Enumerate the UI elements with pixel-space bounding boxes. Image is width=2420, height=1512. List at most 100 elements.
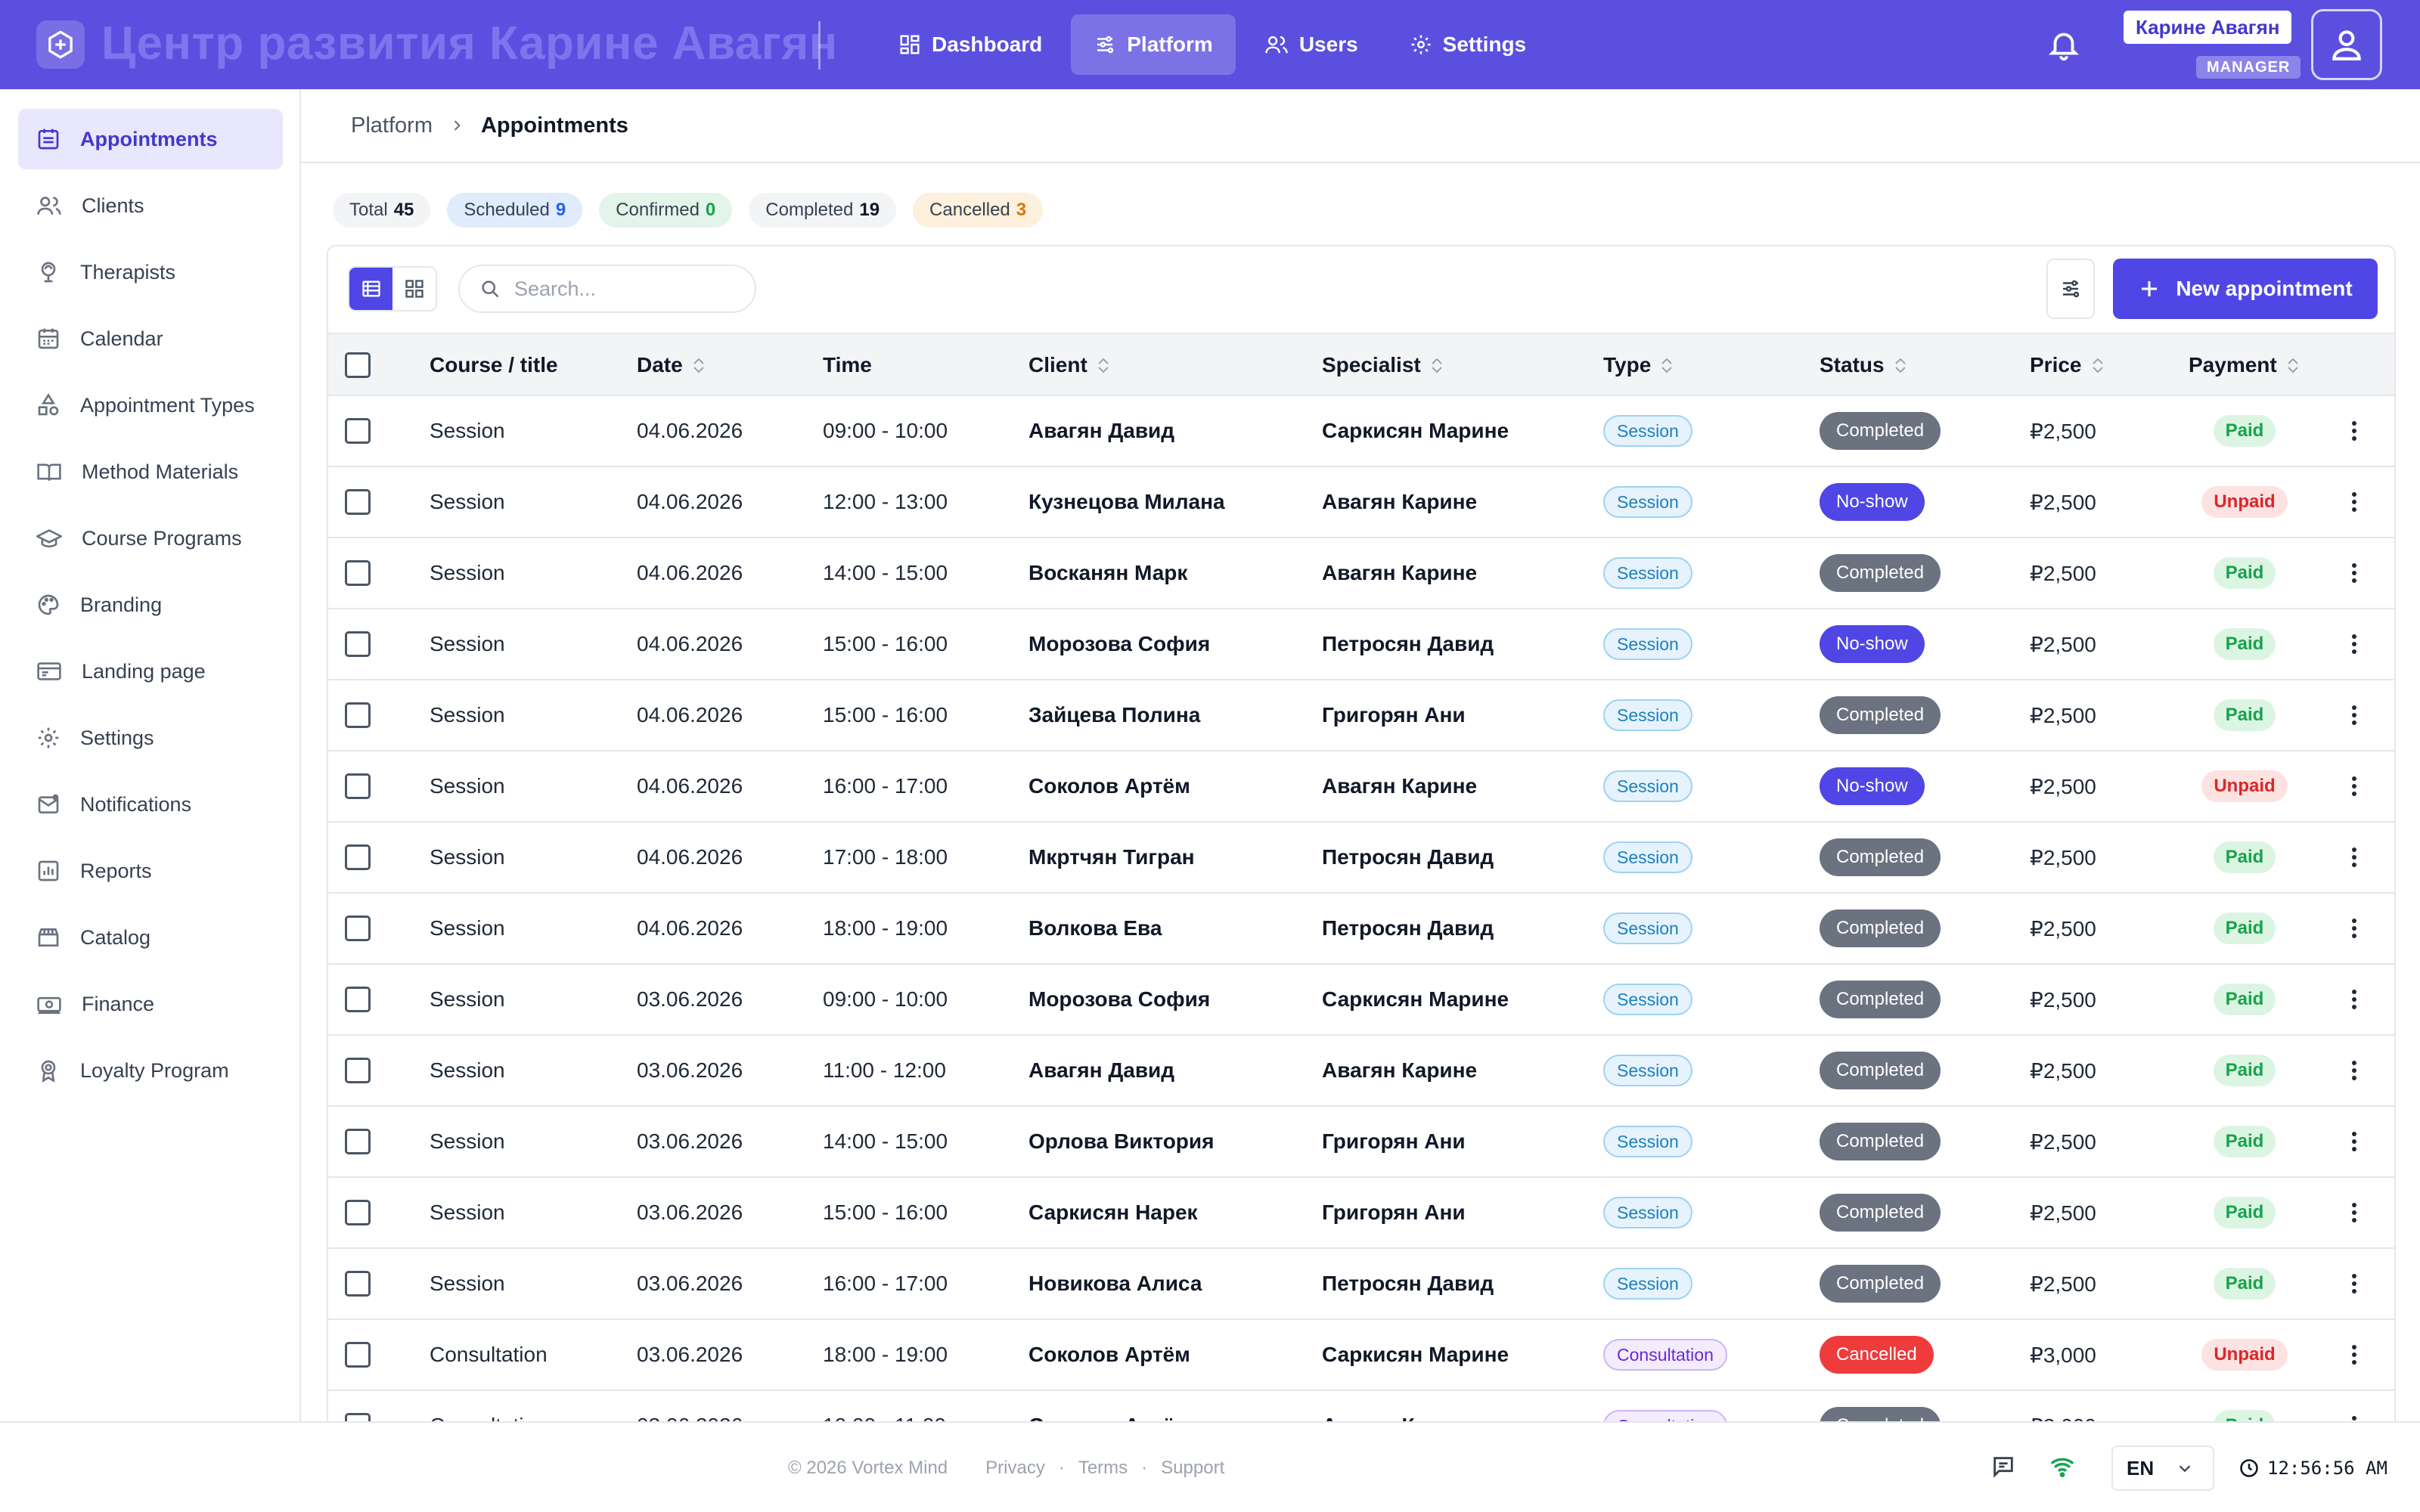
- row-checkbox[interactable]: [345, 489, 371, 515]
- stat-total[interactable]: Total 45: [333, 193, 431, 228]
- more-vertical-icon[interactable]: [2343, 1055, 2366, 1086]
- sidebar-item-clients[interactable]: Clients: [18, 175, 283, 236]
- more-vertical-icon[interactable]: [2343, 842, 2366, 872]
- table-row[interactable]: Consultation 03.06.2026 18:00 - 19:00 Сокол…: [328, 1320, 2394, 1391]
- table-row[interactable]: Session 04.06.2026 17:00 - 18:00 Мкртчян Ти…: [328, 823, 2394, 894]
- cell-title: Session: [430, 1036, 505, 1105]
- cell-price: ₽2,500: [2030, 609, 2096, 679]
- cell-status: Completed: [1820, 680, 1941, 750]
- stat-label: Cancelled: [929, 200, 1010, 220]
- more-vertical-icon[interactable]: [2343, 629, 2366, 659]
- row-checkbox[interactable]: [345, 702, 371, 728]
- title-text: Session: [430, 987, 505, 1011]
- table-row[interactable]: Session 04.06.2026 15:00 - 16:00 Зайцева По…: [328, 680, 2394, 751]
- more-vertical-icon[interactable]: [2343, 700, 2366, 730]
- sidebar-item-notifications[interactable]: Notifications: [18, 774, 283, 835]
- row-checkbox[interactable]: [345, 1342, 371, 1368]
- table-row[interactable]: Session 04.06.2026 18:00 - 19:00 Волкова Ев…: [328, 894, 2394, 965]
- row-checkbox[interactable]: [345, 1271, 371, 1297]
- row-checkbox[interactable]: [345, 916, 371, 941]
- cell-client: Волкова Ева: [1028, 894, 1162, 963]
- nav-users[interactable]: Users: [1242, 14, 1381, 75]
- column-header-price[interactable]: Price: [2030, 334, 2103, 396]
- sidebar-item-reports[interactable]: Reports: [18, 841, 283, 901]
- column-header-date[interactable]: Date: [637, 334, 704, 396]
- nav-platform[interactable]: Platform: [1071, 14, 1236, 75]
- notifications-button[interactable]: [2046, 26, 2081, 67]
- sidebar-item-appointment-types[interactable]: Appointment Types: [18, 375, 283, 435]
- cell-time: 12:00 - 13:00: [823, 467, 948, 537]
- cell-date: 04.06.2026: [637, 823, 743, 892]
- row-checkbox[interactable]: [345, 773, 371, 799]
- row-checkbox[interactable]: [345, 1058, 371, 1083]
- nav-settings[interactable]: Settings: [1387, 14, 1549, 75]
- sidebar-item-method-materials[interactable]: Method Materials: [18, 442, 283, 502]
- table-row[interactable]: Session 04.06.2026 15:00 - 16:00 Морозова С…: [328, 609, 2394, 680]
- stat-cancelled[interactable]: Cancelled 3: [913, 193, 1044, 228]
- select-all-checkbox[interactable]: [345, 352, 371, 378]
- more-vertical-icon[interactable]: [2343, 487, 2366, 517]
- more-vertical-icon[interactable]: [2343, 416, 2366, 446]
- cell-price: ₽2,500: [2030, 1107, 2096, 1176]
- more-vertical-icon[interactable]: [2343, 1269, 2366, 1299]
- avatar[interactable]: [2311, 9, 2382, 80]
- sidebar-item-landing-page[interactable]: Landing page: [18, 641, 283, 702]
- row-checkbox[interactable]: [345, 987, 371, 1012]
- column-header-status[interactable]: Status: [1820, 334, 1906, 396]
- sidebar-item-branding[interactable]: Branding: [18, 575, 283, 635]
- table-row[interactable]: Session 04.06.2026 16:00 - 17:00 Соколов Ар…: [328, 751, 2394, 823]
- stat-scheduled[interactable]: Scheduled 9: [447, 193, 583, 228]
- footer-link-terms[interactable]: Terms: [1078, 1458, 1128, 1478]
- row-checkbox[interactable]: [345, 560, 371, 586]
- column-header-client[interactable]: Client: [1028, 334, 1109, 396]
- logo[interactable]: [36, 20, 85, 69]
- sidebar-item-appointments[interactable]: Appointments: [18, 109, 283, 169]
- stat-confirmed[interactable]: Confirmed 0: [599, 193, 733, 228]
- more-vertical-icon[interactable]: [2343, 984, 2366, 1015]
- new-appointment-button[interactable]: New appointment: [2113, 259, 2378, 319]
- more-vertical-icon[interactable]: [2343, 771, 2366, 801]
- table-row[interactable]: Session 04.06.2026 14:00 - 15:00 Восканян М…: [328, 538, 2394, 609]
- language-select[interactable]: EN: [2111, 1445, 2214, 1491]
- table-row[interactable]: Session 03.06.2026 16:00 - 17:00 Новикова А…: [328, 1249, 2394, 1320]
- column-header-type[interactable]: Type: [1603, 334, 1672, 396]
- grid-view-button[interactable]: [392, 268, 436, 310]
- column-header-specialist[interactable]: Specialist: [1322, 334, 1442, 396]
- chat-button[interactable]: [1990, 1454, 2016, 1483]
- search-input[interactable]: [514, 277, 741, 301]
- sidebar-item-course-programs[interactable]: Course Programs: [18, 508, 283, 569]
- sidebar-item-catalog[interactable]: Catalog: [18, 907, 283, 968]
- table-row[interactable]: Session 03.06.2026 15:00 - 16:00 Саркисян Н…: [328, 1178, 2394, 1249]
- footer-link-support[interactable]: Support: [1161, 1458, 1225, 1478]
- table-row[interactable]: Session 03.06.2026 11:00 - 12:00 Авагян Дав…: [328, 1036, 2394, 1107]
- sidebar-item-calendar[interactable]: Calendar: [18, 308, 283, 369]
- row-checkbox[interactable]: [345, 844, 371, 870]
- table-row[interactable]: Session 03.06.2026 14:00 - 15:00 Орлова Вик…: [328, 1107, 2394, 1178]
- stat-completed[interactable]: Completed 19: [749, 193, 897, 228]
- more-vertical-icon[interactable]: [2343, 913, 2366, 943]
- more-vertical-icon[interactable]: [2343, 558, 2366, 588]
- list-view-button[interactable]: [349, 268, 392, 310]
- more-vertical-icon[interactable]: [2343, 1126, 2366, 1157]
- footer-link-privacy[interactable]: Privacy: [985, 1458, 1045, 1478]
- row-checkbox[interactable]: [345, 1200, 371, 1225]
- sidebar-item-loyalty-program[interactable]: Loyalty Program: [18, 1040, 283, 1101]
- cell-client: Морозова София: [1028, 609, 1210, 679]
- table-row[interactable]: Session 04.06.2026 12:00 - 13:00 Кузнецова …: [328, 467, 2394, 538]
- row-checkbox[interactable]: [345, 631, 371, 657]
- sidebar-item-settings[interactable]: Settings: [18, 708, 283, 768]
- row-select-cell: [345, 467, 371, 537]
- more-vertical-icon[interactable]: [2343, 1340, 2366, 1370]
- more-vertical-icon[interactable]: [2343, 1198, 2366, 1228]
- sidebar-item-finance[interactable]: Finance: [18, 974, 283, 1034]
- table-row[interactable]: Session 04.06.2026 09:00 - 10:00 Авагян Дав…: [328, 396, 2394, 467]
- column-header-payment[interactable]: Payment: [2189, 334, 2298, 396]
- table-row[interactable]: Session 03.06.2026 09:00 - 10:00 Морозова С…: [328, 965, 2394, 1036]
- sidebar-item-therapists[interactable]: Therapists: [18, 242, 283, 302]
- nav-dashboard[interactable]: Dashboard: [876, 14, 1065, 75]
- row-checkbox[interactable]: [345, 418, 371, 444]
- column-settings-button[interactable]: [2046, 259, 2095, 319]
- breadcrumb-platform-link[interactable]: Platform: [351, 113, 433, 138]
- client-text: Волкова Ева: [1028, 916, 1162, 940]
- row-checkbox[interactable]: [345, 1129, 371, 1154]
